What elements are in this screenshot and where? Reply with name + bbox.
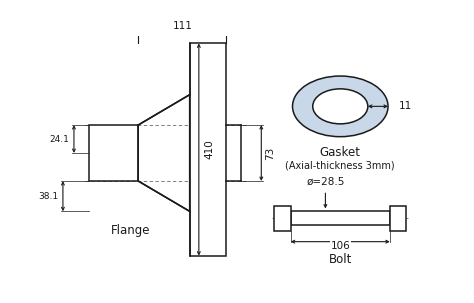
Text: 11: 11 (399, 101, 412, 112)
Text: 111: 111 (173, 21, 192, 31)
Text: Flange: Flange (111, 224, 151, 237)
Bar (274, 205, 291, 231)
Text: 73: 73 (265, 146, 275, 160)
Bar (291, 211, 390, 225)
Text: Gasket: Gasket (320, 146, 361, 159)
Text: 106: 106 (330, 241, 350, 251)
Bar (390, 205, 406, 231)
Bar (89, 125, 138, 181)
Text: Bolt: Bolt (328, 253, 352, 266)
Text: 410: 410 (205, 140, 215, 159)
Text: 24.1: 24.1 (49, 135, 69, 144)
Text: ø=28.5: ø=28.5 (306, 177, 345, 187)
Circle shape (292, 76, 388, 137)
Polygon shape (138, 95, 190, 211)
Text: (Axial-thickness 3mm): (Axial-thickness 3mm) (285, 160, 395, 170)
Circle shape (313, 89, 368, 124)
Bar (190, 43, 227, 256)
Text: 38.1: 38.1 (38, 192, 58, 201)
